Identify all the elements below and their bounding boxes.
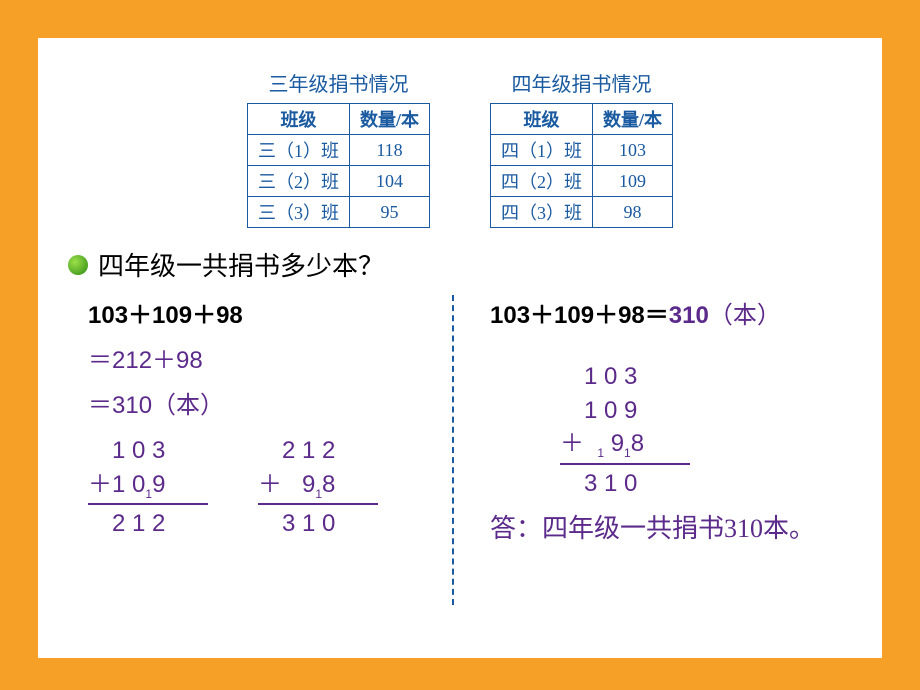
step2-value: ＝310 <box>88 392 152 419</box>
table-row: 四（2）班109 <box>491 166 673 197</box>
vcalc-1: 1 0 3 ＋1 019 2 1 2 <box>88 434 208 541</box>
vertical-calcs-left: 1 0 3 ＋1 019 2 1 2 2 1 2 ＋ 918 3 1 0 <box>88 434 460 541</box>
table-header-row: 班级 数量/本 <box>247 104 429 135</box>
vcalc-line: ＋ 918 <box>258 468 378 502</box>
table-row: 三（2）班104 <box>247 166 429 197</box>
grade4-table-title: 四年级捐书情况 <box>490 68 673 97</box>
vcalc-2: 2 1 2 ＋ 918 3 1 0 <box>258 434 378 541</box>
grade4-table: 班级 数量/本 四（1）班103 四（2）班109 四（3）班98 <box>490 103 673 228</box>
right-vcalc: 1 0 3 1 0 9 ＋ 1 918 3 1 0 <box>560 360 852 500</box>
vcalc-line: ＋ 1 918 <box>560 427 852 461</box>
vcalc-line: 1 0 3 <box>88 434 208 468</box>
grade3-table-title: 三年级捐书情况 <box>247 68 430 97</box>
work-area: 103＋109＋98 ＝212＋98 ＝310（本） 1 0 3 ＋1 019 … <box>68 295 852 545</box>
vcalc-line: ＋1 019 <box>88 468 208 502</box>
calc-underline <box>560 463 690 465</box>
right-column: 103＋109＋98＝310（本） 1 0 3 1 0 9 ＋ 1 918 3 … <box>460 295 852 545</box>
header-count: 数量/本 <box>349 104 429 135</box>
bullet-icon <box>68 255 88 275</box>
table-row: 四（3）班98 <box>491 197 673 228</box>
table-row: 四（1）班103 <box>491 135 673 166</box>
tables-container: 三年级捐书情况 班级 数量/本 三（1）班118 三（2）班104 三（3）班9… <box>68 68 852 228</box>
table-row: 三（1）班118 <box>247 135 429 166</box>
header-class: 班级 <box>247 104 349 135</box>
slide-content: 三年级捐书情况 班级 数量/本 三（1）班118 三（2）班104 三（3）班9… <box>38 38 882 658</box>
question-text: 四年级一共捐书多少本？ <box>98 246 384 283</box>
right-expr-prefix: 103＋109＋98＝ <box>490 302 669 329</box>
vcalc-line: 1 0 9 <box>560 394 852 428</box>
grade4-table-block: 四年级捐书情况 班级 数量/本 四（1）班103 四（2）班109 四（3）班9… <box>490 68 673 228</box>
grade3-table: 班级 数量/本 三（1）班118 三（2）班104 三（3）班95 <box>247 103 430 228</box>
calc-underline <box>258 503 378 505</box>
vcalc-3: 1 0 3 1 0 9 ＋ 1 918 3 1 0 <box>560 360 852 500</box>
step1: ＝212＋98 <box>88 340 460 375</box>
table-header-row: 班级 数量/本 <box>491 104 673 135</box>
right-expression: 103＋109＋98＝310（本） <box>490 295 852 330</box>
left-expression: 103＋109＋98 <box>88 295 460 330</box>
calc-underline <box>88 503 208 505</box>
answer-text: 答：四年级一共捐书310本。 <box>490 508 852 545</box>
header-class: 班级 <box>491 104 593 135</box>
header-count: 数量/本 <box>593 104 673 135</box>
right-expr-unit: （本） <box>709 303 781 329</box>
vcalc-result: 2 1 2 <box>88 507 208 541</box>
vertical-divider <box>452 295 454 605</box>
vcalc-line: 2 1 2 <box>258 434 378 468</box>
left-column: 103＋109＋98 ＝212＋98 ＝310（本） 1 0 3 ＋1 019 … <box>68 295 460 545</box>
step2-unit: （本） <box>152 393 224 419</box>
vcalc-result: 3 1 0 <box>560 467 852 501</box>
table-row: 三（3）班95 <box>247 197 429 228</box>
grade3-table-block: 三年级捐书情况 班级 数量/本 三（1）班118 三（2）班104 三（3）班9… <box>247 68 430 228</box>
right-expr-result: 310 <box>669 302 709 329</box>
step2: ＝310（本） <box>88 385 460 420</box>
vcalc-line: 1 0 3 <box>560 360 852 394</box>
question-row: 四年级一共捐书多少本？ <box>68 246 852 283</box>
vcalc-result: 3 1 0 <box>258 507 378 541</box>
